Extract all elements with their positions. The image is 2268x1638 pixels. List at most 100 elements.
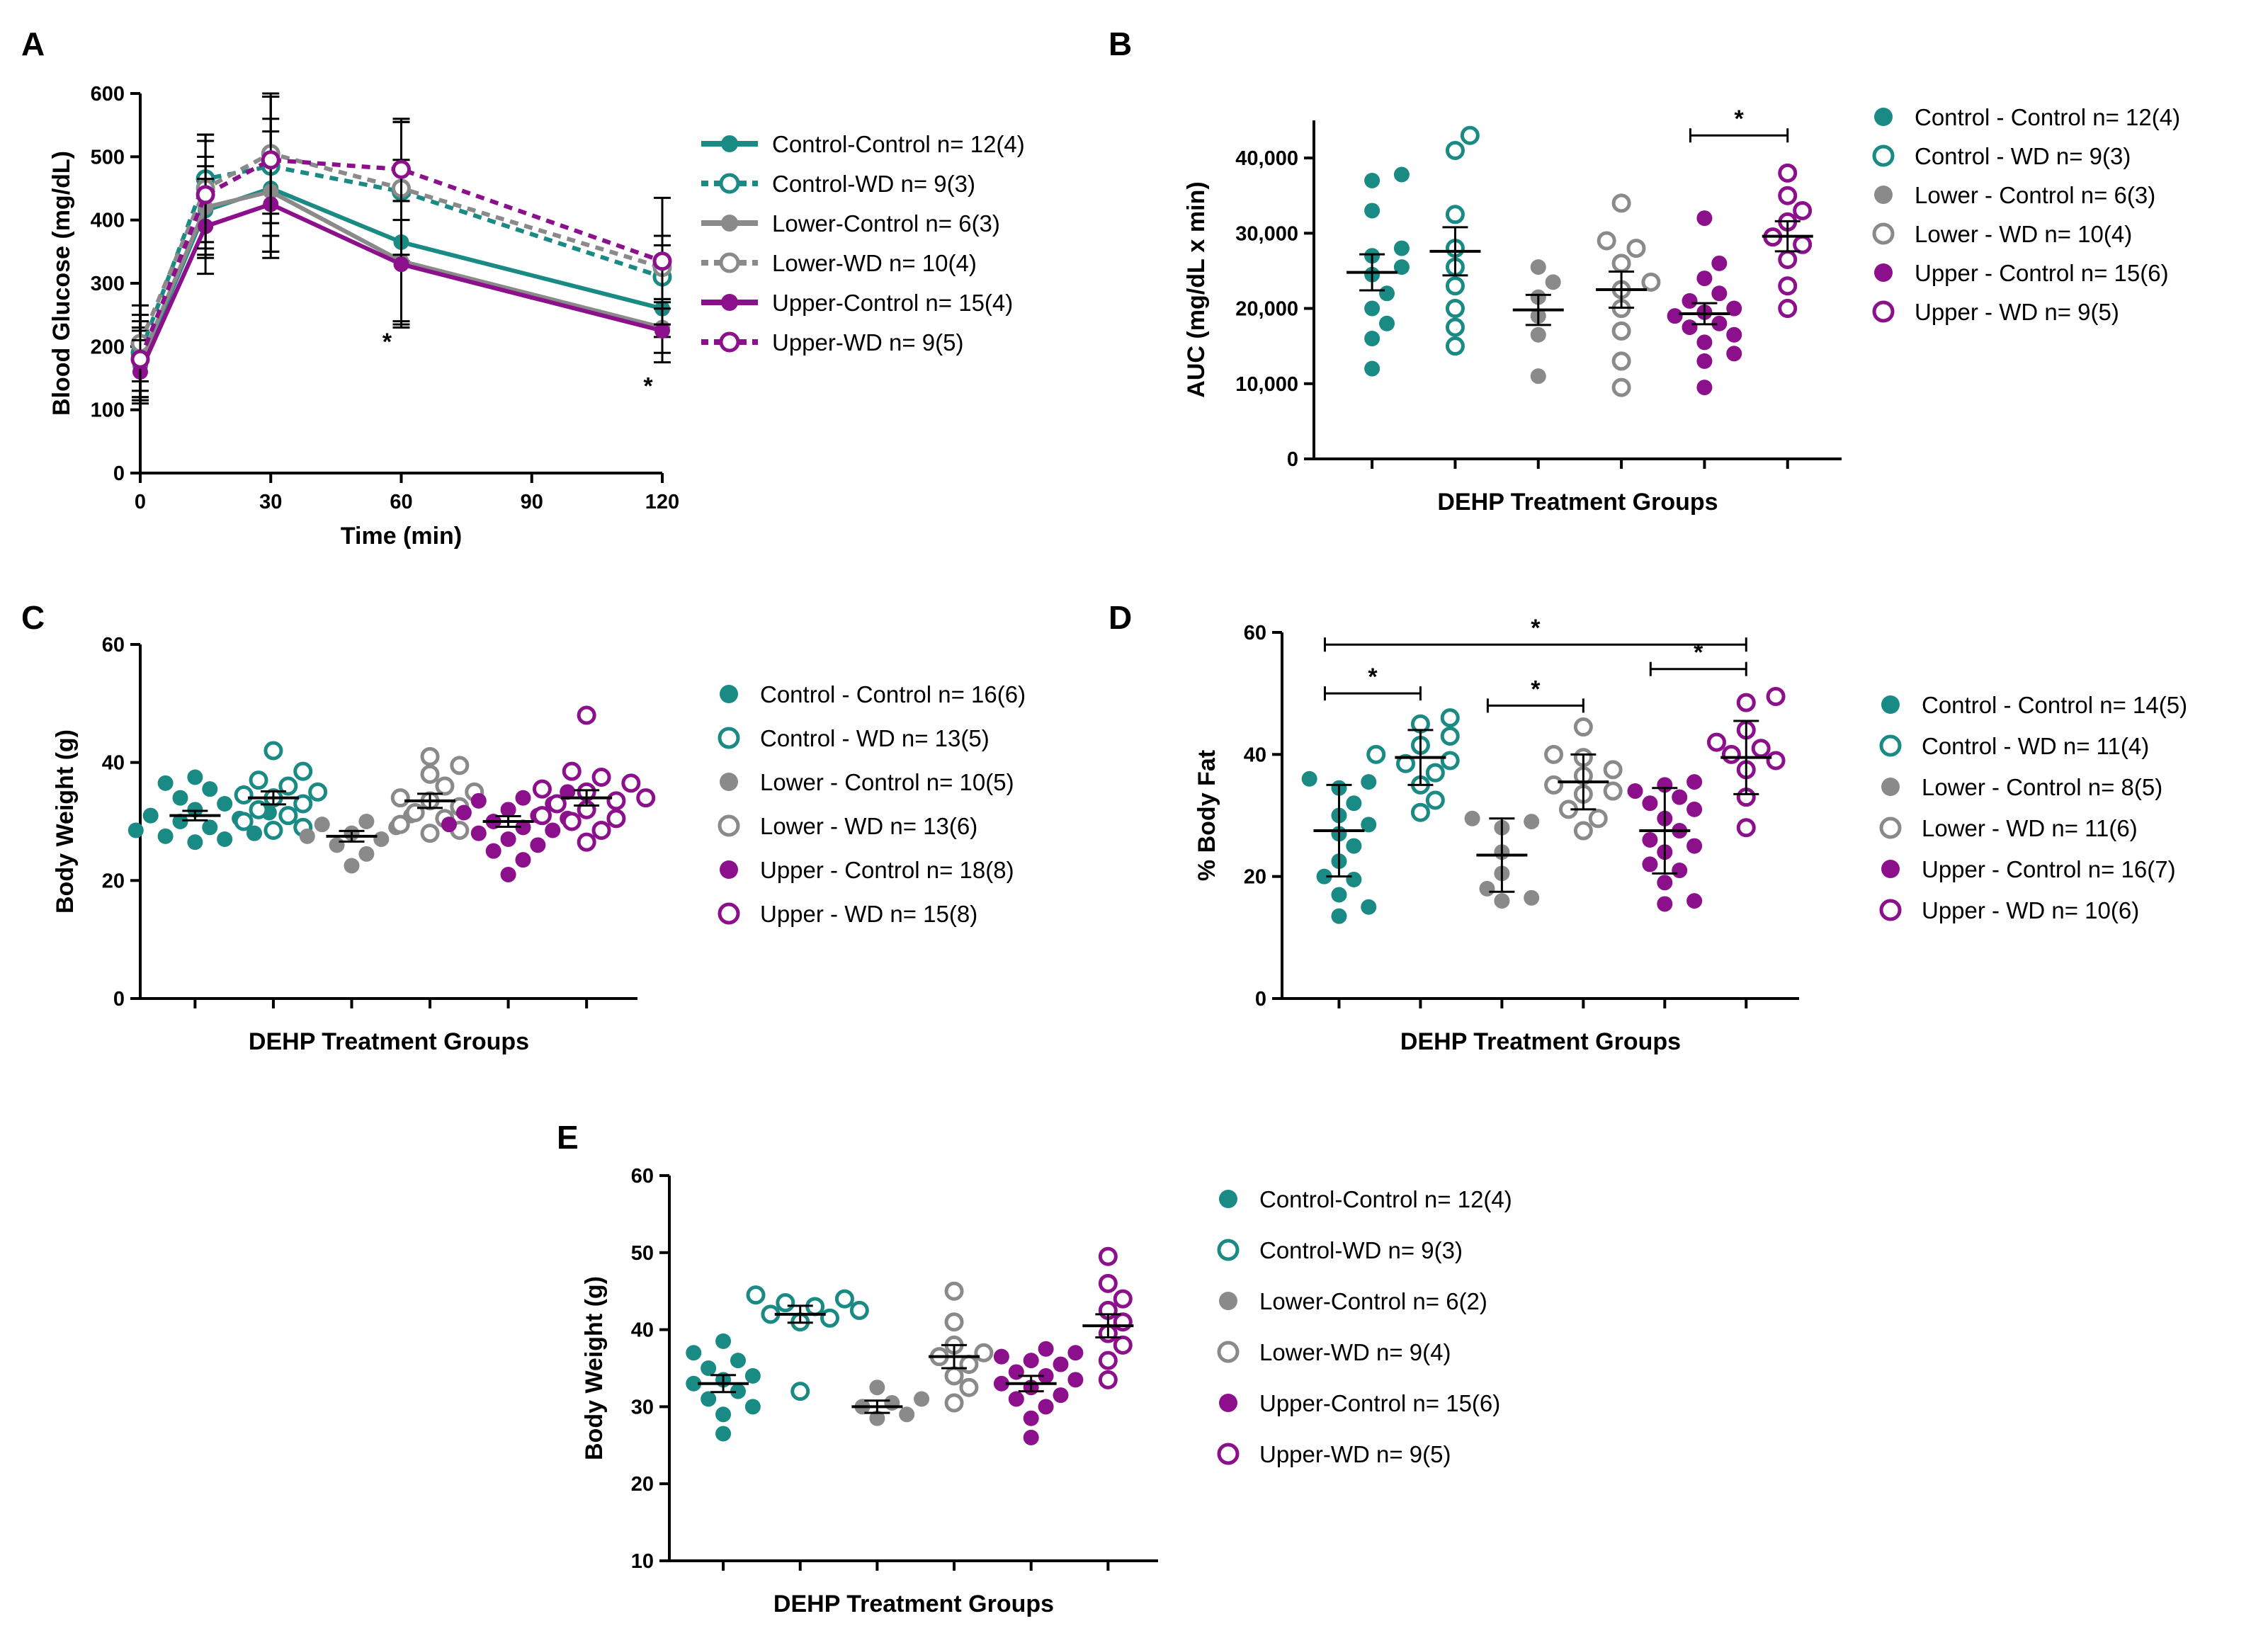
legend-label: Lower - Control n= 6(3) bbox=[1915, 182, 2155, 208]
panel-label: B bbox=[1109, 25, 1132, 62]
data-point bbox=[500, 802, 516, 818]
legend-marker bbox=[1219, 1394, 1237, 1412]
y-tick-label: 400 bbox=[91, 210, 125, 232]
data-point bbox=[1721, 744, 1741, 764]
y-tick-label: 10 bbox=[631, 1550, 654, 1573]
legend-marker bbox=[1881, 778, 1900, 796]
data-point bbox=[172, 814, 188, 829]
data-point bbox=[187, 769, 203, 785]
data-point bbox=[701, 1360, 717, 1376]
data-point bbox=[1696, 380, 1713, 396]
group-control-wd bbox=[746, 1285, 869, 1401]
data-point bbox=[1778, 163, 1798, 183]
significance-star: * bbox=[643, 372, 653, 399]
data-point bbox=[358, 846, 375, 862]
data-point bbox=[1603, 760, 1623, 780]
data-point bbox=[1611, 254, 1631, 273]
data-point bbox=[1410, 802, 1430, 822]
group-upper-wd bbox=[1082, 1246, 1134, 1389]
x-axis-title: DEHP Treatment Groups bbox=[773, 1591, 1054, 1617]
legend-marker bbox=[721, 135, 738, 152]
data-point bbox=[470, 825, 487, 841]
data-point bbox=[195, 185, 215, 205]
y-tick-label: 20 bbox=[631, 1473, 654, 1496]
data-point bbox=[1686, 893, 1703, 909]
data-point bbox=[314, 817, 330, 833]
series-line bbox=[138, 164, 663, 354]
y-axis-title: Body Weight (g) bbox=[52, 729, 79, 914]
data-point bbox=[1346, 795, 1362, 812]
data-point bbox=[1726, 326, 1742, 343]
data-point bbox=[1611, 351, 1631, 371]
data-point bbox=[1611, 377, 1631, 397]
legend-label: Control-WD n= 9(3) bbox=[1259, 1237, 1463, 1263]
data-point bbox=[1711, 315, 1728, 331]
data-point bbox=[450, 756, 470, 775]
data-point bbox=[914, 1391, 930, 1407]
data-point bbox=[392, 159, 411, 179]
data-point bbox=[217, 831, 233, 847]
data-point bbox=[1038, 1341, 1054, 1357]
y-axis-title: Blood Glucose (mg/dL) bbox=[48, 151, 75, 416]
data-point bbox=[1053, 1356, 1069, 1372]
data-point bbox=[1626, 239, 1646, 258]
data-point bbox=[1611, 321, 1631, 341]
data-point bbox=[1778, 186, 1798, 205]
data-point bbox=[485, 843, 501, 859]
data-point bbox=[1460, 125, 1480, 145]
legend-label: Control - WD n= 11(4) bbox=[1922, 733, 2149, 759]
data-point bbox=[591, 768, 611, 787]
y-tick-label: 0 bbox=[113, 988, 125, 1011]
significance-star: * bbox=[1368, 664, 1378, 690]
group-control-control bbox=[686, 1333, 761, 1442]
legend-marker bbox=[721, 215, 738, 232]
legend-label: Lower-WD n= 10(4) bbox=[772, 250, 977, 276]
data-point bbox=[944, 1281, 964, 1301]
data-point bbox=[1113, 1335, 1133, 1355]
y-axis-title: % Body Fat bbox=[1193, 750, 1220, 881]
x-axis-title: Time (min) bbox=[341, 523, 462, 550]
data-point bbox=[944, 1312, 964, 1332]
data-point bbox=[202, 819, 218, 836]
significance-star: * bbox=[1734, 106, 1744, 132]
legend-label: Lower - Control n= 8(5) bbox=[1922, 774, 2162, 800]
data-point bbox=[1364, 203, 1380, 219]
group-upper-wd bbox=[1706, 686, 1786, 838]
y-tick-label: 600 bbox=[91, 83, 125, 106]
group-control-wd bbox=[1429, 125, 1481, 356]
legend-label: Control-WD n= 9(3) bbox=[772, 171, 975, 197]
data-point bbox=[1494, 893, 1510, 909]
data-point bbox=[420, 746, 440, 766]
data-point bbox=[1023, 1410, 1039, 1426]
data-point bbox=[329, 837, 345, 853]
y-tick-label: 10,000 bbox=[1235, 373, 1298, 396]
data-point bbox=[1479, 880, 1495, 897]
legend-label: Upper - Control n= 18(8) bbox=[760, 857, 1014, 883]
legend-marker bbox=[1217, 1443, 1240, 1465]
data-point bbox=[1361, 899, 1377, 915]
legend-label: Control - Control n= 14(5) bbox=[1922, 692, 2187, 718]
legend-label: Control - WD n= 9(3) bbox=[1915, 143, 2131, 169]
data-point bbox=[1364, 331, 1380, 347]
data-point bbox=[217, 796, 233, 812]
y-tick-label: 50 bbox=[631, 1242, 654, 1265]
data-point bbox=[654, 323, 670, 339]
data-point bbox=[1793, 200, 1813, 220]
data-point bbox=[1053, 1387, 1069, 1404]
panel-e: E Body Weight (g) 10 20 30 40 50 60 DEHP Treatme… bbox=[557, 1119, 1512, 1617]
group-upper-wd bbox=[532, 705, 656, 852]
data-point bbox=[1379, 315, 1395, 331]
data-point bbox=[373, 831, 390, 847]
data-point bbox=[869, 1410, 885, 1426]
data-point bbox=[1726, 300, 1742, 317]
legend-marker bbox=[1217, 1239, 1240, 1261]
data-point bbox=[1440, 751, 1460, 770]
data-point bbox=[234, 785, 254, 804]
data-point bbox=[420, 824, 440, 843]
data-point bbox=[1346, 871, 1362, 887]
data-point bbox=[1425, 763, 1445, 783]
legend-marker bbox=[718, 814, 740, 837]
data-point bbox=[1067, 1345, 1084, 1361]
legend-label: Lower - WD n= 11(6) bbox=[1922, 815, 2138, 841]
data-point bbox=[591, 821, 611, 840]
